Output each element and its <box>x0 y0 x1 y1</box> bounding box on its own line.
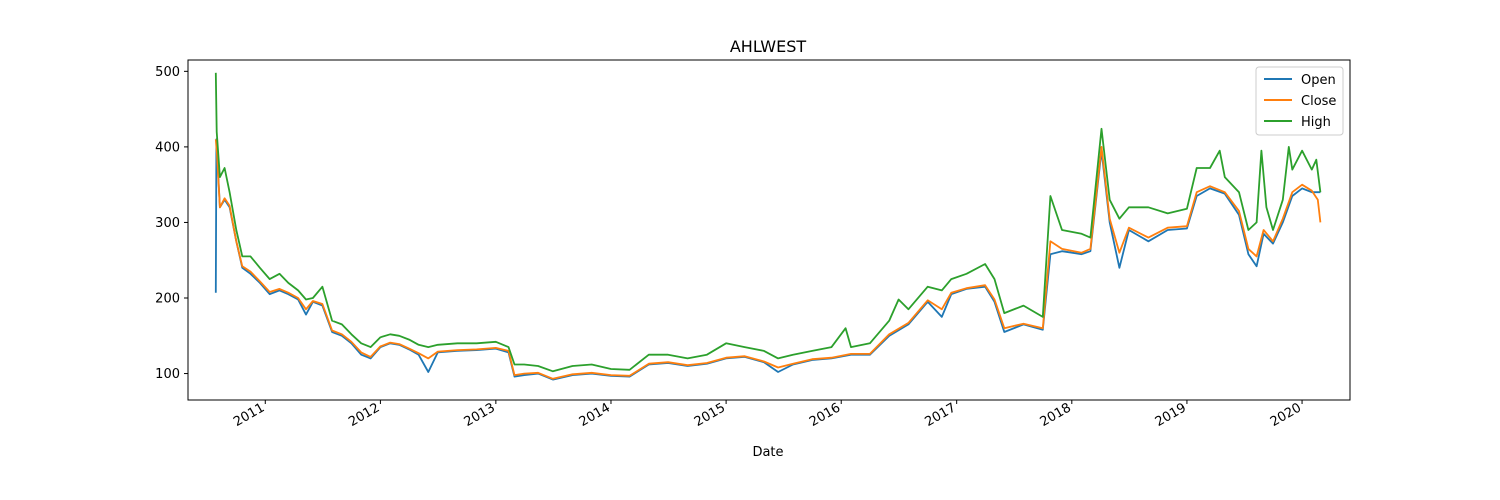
series-line-high <box>214 72 1322 373</box>
y-tick-label: 200 <box>155 292 180 307</box>
x-axis-label: Date <box>752 445 783 460</box>
x-tick-label: 2019 <box>1153 400 1189 430</box>
x-axis: 2011 2012 2013 2014 2015 2016 2017 2018 2019 2020 <box>231 400 1304 430</box>
x-tick-label: 2016 <box>807 400 843 430</box>
legend-box <box>1255 66 1344 136</box>
x-tick-label: 2015 <box>692 400 728 430</box>
x-tick-label: 2012 <box>346 400 382 430</box>
y-tick-label: 500 <box>155 65 180 80</box>
y-axis: 100 200 300 400 500 <box>155 65 188 382</box>
legend-label-open: Open <box>1301 73 1336 88</box>
y-tick-label: 100 <box>155 367 180 382</box>
plot-frame <box>187 59 1351 401</box>
legend: Open Close High <box>1255 66 1344 136</box>
x-tick-label: 2011 <box>231 400 267 430</box>
x-tick-label: 2020 <box>1268 400 1304 430</box>
legend-label-close: Close <box>1301 94 1336 109</box>
chart-title: AHLWEST <box>730 37 807 56</box>
series-line-open <box>214 138 1321 381</box>
series-line-close <box>214 139 1322 380</box>
x-tick-label: 2018 <box>1038 400 1074 430</box>
legend-label-high: High <box>1301 115 1331 130</box>
y-tick-label: 300 <box>155 216 180 231</box>
x-tick-label: 2013 <box>462 400 498 430</box>
x-tick-label: 2014 <box>577 400 613 430</box>
y-tick-label: 400 <box>155 140 180 155</box>
x-tick-label: 2017 <box>923 400 959 430</box>
plot-area <box>187 59 1351 401</box>
series-layer <box>214 72 1322 381</box>
